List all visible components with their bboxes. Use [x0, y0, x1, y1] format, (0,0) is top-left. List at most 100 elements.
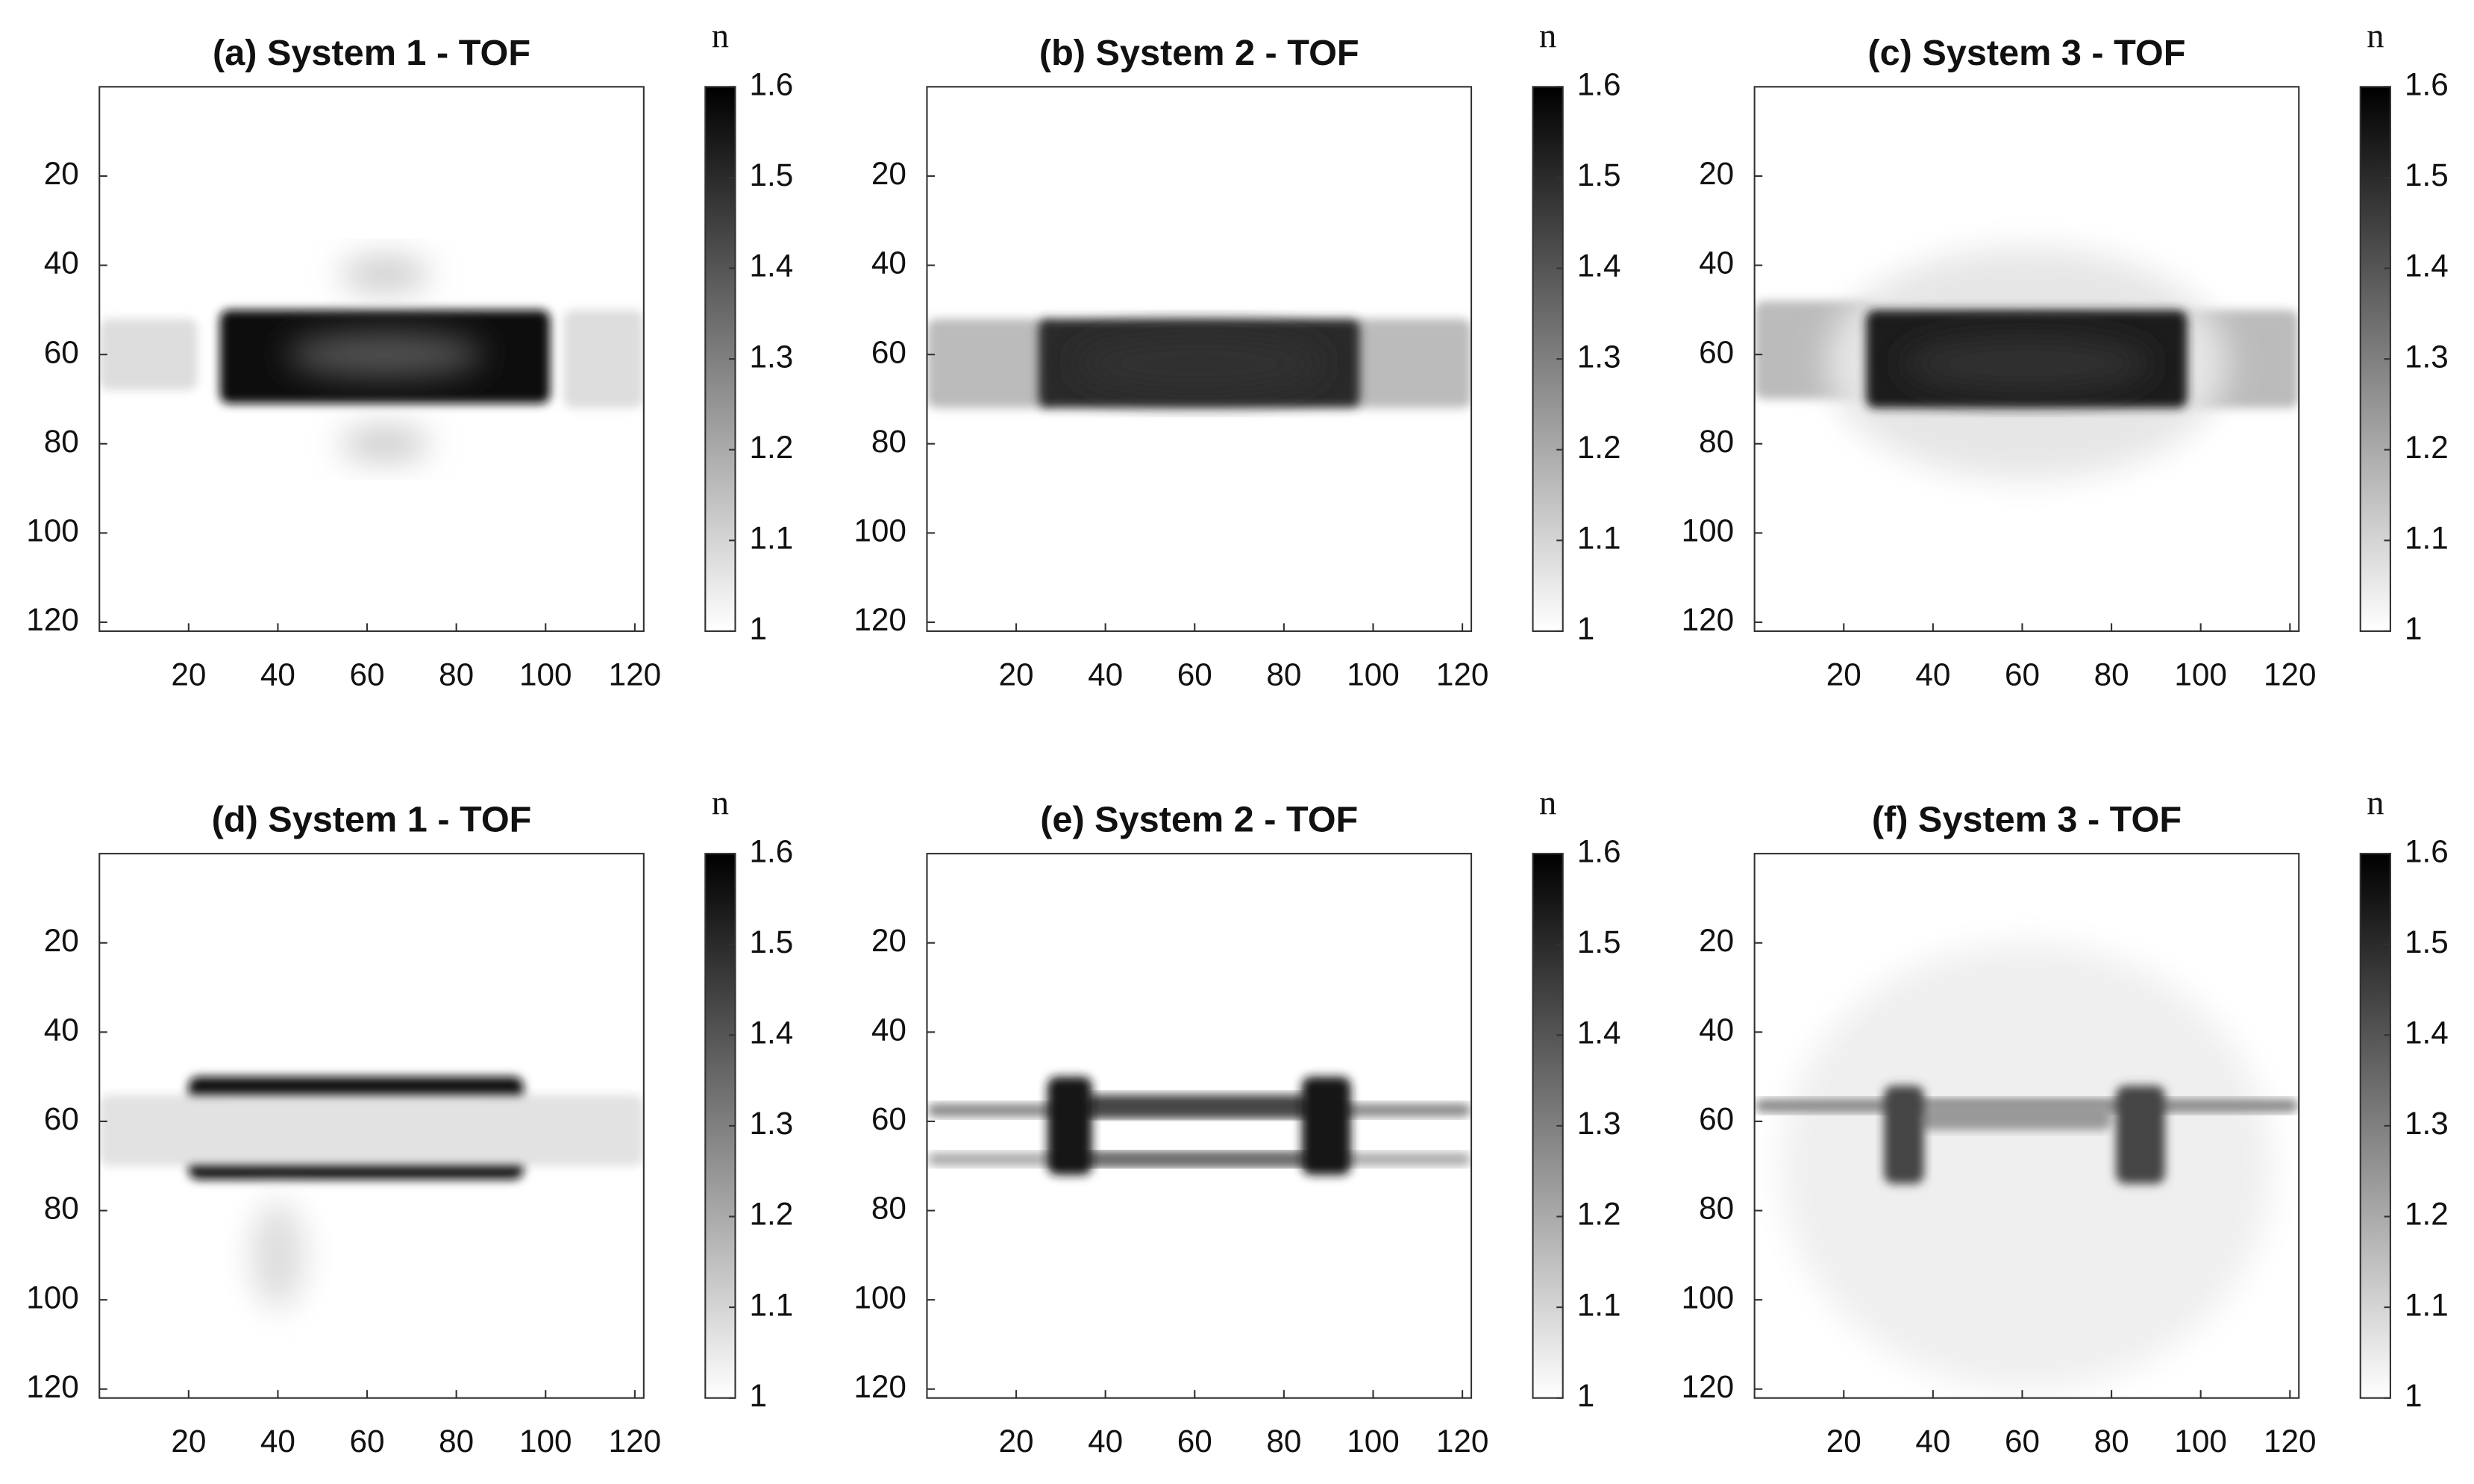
- colorbar-tick-label: 1.6: [2405, 67, 2449, 102]
- y-tick-label: 20: [871, 923, 906, 958]
- colorbar-tick-label: 1.6: [750, 67, 794, 102]
- y-tick-label: 20: [44, 156, 79, 191]
- image-feature: [1047, 1077, 1092, 1175]
- x-tick-label: 80: [1266, 657, 1301, 692]
- panel-title: (e) System 2 - TOF: [1040, 800, 1358, 840]
- y-tick-label: 40: [871, 245, 906, 281]
- x-tick-label: 20: [1826, 1424, 1861, 1459]
- colorbar-tick-label: 1.4: [2405, 248, 2449, 284]
- x-tick-label: 80: [1266, 1424, 1301, 1459]
- x-tick-label: 20: [999, 657, 1034, 692]
- y-tick-label: 40: [1699, 1012, 1734, 1048]
- x-tick-label: 40: [1088, 1424, 1123, 1459]
- colorbar-tick-label: 1.1: [750, 1287, 794, 1322]
- image: [927, 319, 1472, 408]
- image-feature: [927, 319, 1052, 408]
- image: [99, 1077, 644, 1309]
- x-tick-label: 60: [1177, 1424, 1212, 1459]
- x-tick-label: 100: [1347, 657, 1400, 692]
- y-tick-label: 120: [1682, 602, 1735, 637]
- y-tick-label: 40: [44, 245, 79, 281]
- colorbar-label: n: [2367, 784, 2384, 822]
- x-tick-label: 20: [171, 1424, 206, 1459]
- image-feature: [1083, 1152, 1311, 1166]
- colorbar-tick-label: 1.6: [750, 833, 794, 868]
- plot-frame: [98, 853, 645, 1399]
- y-tick-label: 120: [1682, 1369, 1735, 1404]
- x-tick-label: 100: [519, 657, 572, 692]
- x-tick-label: 60: [2005, 657, 2040, 692]
- panel-title: (d) System 1 - TOF: [212, 800, 532, 840]
- colorbar-tick-label: 1.5: [1577, 157, 1621, 192]
- x-tick-label: 40: [1915, 657, 1950, 692]
- panel-title: (a) System 1 - TOF: [213, 33, 530, 73]
- y-tick-label: 120: [854, 1369, 906, 1404]
- colorbar-tick-label: 1.5: [1577, 924, 1621, 959]
- colorbar-tick-label: 1.2: [1577, 430, 1621, 465]
- plot-frame: [926, 853, 1473, 1399]
- colorbar-tick-label: 1: [1577, 611, 1595, 646]
- plot-frame: [1753, 86, 2300, 632]
- image-feature: [99, 1095, 644, 1166]
- y-tick-label: 120: [26, 1369, 79, 1404]
- panel: (c) System 3 - TOF 20 40 60 80 100 120 20 40 60 80…: [1682, 18, 2449, 692]
- image-feature: [340, 256, 430, 292]
- y-tick-label: 80: [1699, 1191, 1734, 1226]
- colorbar-tick-label: 1: [750, 1378, 768, 1413]
- x-tick-label: 80: [439, 1424, 474, 1459]
- panel-title: (b) System 2 - TOF: [1039, 33, 1359, 73]
- colorbar-tick-label: 1.4: [1577, 1015, 1621, 1050]
- colorbar-tick-label: 1.4: [1577, 248, 1621, 284]
- image-feature: [286, 332, 483, 378]
- colorbar-tick-label: 1.6: [1577, 67, 1621, 102]
- colorbar-tick-label: 1.6: [2405, 833, 2449, 868]
- x-tick-label: 120: [609, 1424, 662, 1459]
- x-tick-label: 80: [2094, 1424, 2129, 1459]
- image-feature: [1083, 1095, 1311, 1117]
- x-tick-label: 120: [2264, 1424, 2317, 1459]
- image: [99, 256, 644, 462]
- x-tick-label: 120: [1436, 657, 1489, 692]
- y-tick-label: 40: [1699, 245, 1734, 281]
- x-tick-label: 80: [2094, 657, 2129, 692]
- colorbar-tick-label: 1: [2405, 611, 2423, 646]
- colorbar-tick-label: 1.4: [750, 1015, 794, 1050]
- colorbar-label: n: [1539, 784, 1556, 822]
- y-tick-label: 100: [26, 513, 79, 548]
- y-tick-label: 80: [871, 424, 906, 459]
- colorbar-tick-label: 1.2: [1577, 1197, 1621, 1232]
- y-tick-label: 120: [26, 602, 79, 637]
- panel: (e) System 2 - TOF 20 40 60 80 100 120 20 40 60 80…: [854, 784, 1620, 1459]
- image: [927, 1077, 1472, 1175]
- x-tick-label: 40: [260, 1424, 295, 1459]
- y-tick-label: 100: [854, 513, 906, 548]
- y-tick-label: 60: [44, 334, 79, 369]
- panel: (d) System 1 - TOF 20 40 60 80 100 120 20 40 60 80…: [26, 784, 793, 1459]
- image-feature: [1884, 1086, 1924, 1184]
- plot-background: [927, 854, 1472, 1398]
- y-tick-label: 80: [871, 1191, 906, 1226]
- y-tick-label: 60: [44, 1101, 79, 1136]
- y-tick-label: 100: [854, 1280, 906, 1315]
- x-tick-label: 60: [350, 657, 385, 692]
- x-tick-label: 20: [1826, 657, 1861, 692]
- panel: (f) System 3 - TOF 20 40 60 80 100 120 20 40 60 80…: [1682, 784, 2449, 1459]
- colorbar-tick-label: 1.5: [2405, 157, 2449, 192]
- y-tick-label: 40: [871, 1012, 906, 1048]
- panel-title: (f) System 3 - TOF: [1872, 800, 2182, 840]
- colorbar-tick-label: 1.3: [750, 339, 794, 374]
- x-tick-label: 80: [439, 657, 474, 692]
- y-tick-label: 80: [44, 1191, 79, 1226]
- y-tick-label: 80: [1699, 424, 1734, 459]
- colorbar-tick-label: 1: [2405, 1378, 2423, 1413]
- y-tick-label: 60: [871, 334, 906, 369]
- panel-title: (c) System 3 - TOF: [1867, 33, 2185, 73]
- x-tick-label: 20: [171, 657, 206, 692]
- colorbar-tick-label: 1.3: [2405, 1106, 2449, 1141]
- colorbar-tick-label: 1: [1577, 1378, 1595, 1413]
- x-tick-label: 120: [609, 657, 662, 692]
- colorbar-tick-label: 1.5: [750, 924, 794, 959]
- image-feature: [1902, 336, 2152, 390]
